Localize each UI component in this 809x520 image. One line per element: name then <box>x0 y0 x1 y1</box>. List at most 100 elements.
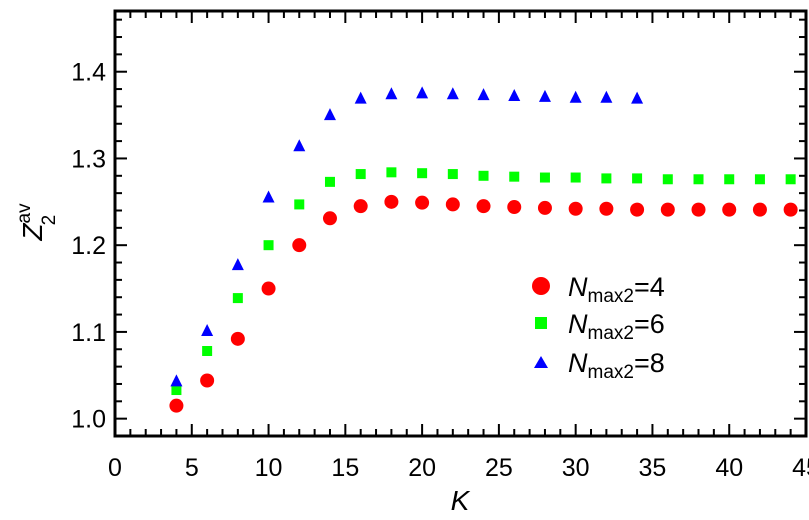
y-tick-label: 1.4 <box>71 59 106 87</box>
legend-label-n8-suffix: =8 <box>634 348 665 378</box>
x-tick-label: 35 <box>639 454 667 482</box>
data-point-triangle <box>570 91 582 103</box>
data-point-square <box>724 174 734 184</box>
data-point-square <box>694 174 704 184</box>
data-point-circle <box>599 202 613 216</box>
data-point-square <box>755 174 765 184</box>
x-tick-label: 0 <box>108 454 122 482</box>
data-point-triangle <box>447 87 459 99</box>
data-point-square <box>202 346 212 356</box>
data-point-triangle <box>416 86 428 98</box>
data-point-circle <box>630 203 644 217</box>
y-tick-label: 1.1 <box>71 319 106 347</box>
y-axis-title-sub: 2 <box>39 215 60 226</box>
data-point-circle <box>692 203 706 217</box>
data-point-circle <box>323 211 337 225</box>
data-point-triangle <box>201 324 213 336</box>
y-tick-labels: 1.0 1.1 1.2 1.3 1.4 <box>71 59 106 434</box>
data-point-triangle <box>385 87 397 99</box>
plot-frame <box>115 11 806 436</box>
x-tick-label: 5 <box>185 454 199 482</box>
data-point-square <box>479 171 489 181</box>
legend: Nmax2=4 Nmax2=6 Nmax2=8 <box>532 272 665 383</box>
data-point-circle <box>446 197 460 211</box>
legend-label-n8-main: N <box>568 348 588 378</box>
y-tick-label: 1.2 <box>71 232 106 260</box>
legend-label-n6-suffix: =6 <box>634 309 665 339</box>
x-tick-label: 40 <box>715 454 743 482</box>
legend-label-n4-sub: max2 <box>588 286 634 307</box>
y-tick-label: 1.0 <box>71 406 106 434</box>
data-point-circle <box>538 201 552 215</box>
data-point-square <box>786 174 796 184</box>
data-point-square <box>233 293 243 303</box>
y-axis-title-sup: av <box>14 203 35 224</box>
data-point-square <box>325 177 335 187</box>
data-point-circle <box>292 238 306 252</box>
axis-ticks <box>115 11 806 436</box>
data-point-square <box>540 173 550 183</box>
data-point-triangle <box>170 374 182 386</box>
data-point-triangle <box>293 139 305 151</box>
data-point-circle <box>784 203 798 217</box>
svg-text:Nmax2=6: Nmax2=6 <box>568 309 665 344</box>
data-point-square <box>386 167 396 177</box>
data-point-circle <box>231 332 245 346</box>
data-point-circle <box>507 200 521 214</box>
data-point-square <box>509 172 519 182</box>
legend-item-n6: Nmax2=6 <box>535 309 665 344</box>
data-point-circle <box>415 196 429 210</box>
x-tick-label: 30 <box>562 454 590 482</box>
data-point-triangle <box>508 89 520 101</box>
x-tick-label: 10 <box>255 454 283 482</box>
x-tick-label: 15 <box>331 454 359 482</box>
legend-marker-square <box>535 317 547 329</box>
data-marks <box>169 86 797 412</box>
data-point-square <box>294 199 304 209</box>
x-tick-label: 20 <box>408 454 436 482</box>
data-point-square <box>356 169 366 179</box>
data-point-circle <box>200 373 214 387</box>
data-point-square <box>171 385 181 395</box>
legend-label-n6-main: N <box>568 309 588 339</box>
data-point-circle <box>169 399 183 413</box>
legend-item-n4: Nmax2=4 <box>532 272 665 307</box>
data-point-square <box>663 174 673 184</box>
legend-label-n4-suffix: =4 <box>634 272 665 302</box>
data-point-square <box>417 168 427 178</box>
x-axis-title: K <box>451 485 471 516</box>
svg-text:Nmax2=4: Nmax2=4 <box>568 272 665 307</box>
data-point-square <box>571 173 581 183</box>
y-tick-label: 1.3 <box>71 145 106 173</box>
data-point-circle <box>384 195 398 209</box>
data-point-circle <box>722 203 736 217</box>
data-point-triangle <box>355 92 367 104</box>
legend-label-n8-sub: max2 <box>588 362 634 383</box>
legend-marker-circle <box>532 277 550 295</box>
x-tick-label: 45 <box>792 454 809 482</box>
data-point-square <box>264 240 274 250</box>
y-axis-title: Zav 2 <box>14 203 60 242</box>
data-point-triangle <box>600 91 612 103</box>
data-point-square <box>632 173 642 183</box>
legend-marker-triangle <box>534 356 548 368</box>
legend-item-n8: Nmax2=8 <box>534 348 665 383</box>
data-point-circle <box>477 199 491 213</box>
data-point-triangle <box>263 190 275 202</box>
data-point-triangle <box>631 92 643 104</box>
data-point-circle <box>262 282 276 296</box>
data-point-triangle <box>539 90 551 102</box>
legend-label-n6-sub: max2 <box>588 323 634 344</box>
data-point-circle <box>569 202 583 216</box>
x-tick-label: 25 <box>485 454 513 482</box>
x-tick-labels: 0 5 10 15 20 25 30 35 40 45 <box>108 454 809 482</box>
data-point-circle <box>753 203 767 217</box>
data-point-square <box>448 169 458 179</box>
data-point-triangle <box>478 88 490 100</box>
data-point-triangle <box>324 108 336 120</box>
data-point-square <box>601 173 611 183</box>
legend-label-n4-main: N <box>568 272 588 302</box>
svg-text:Nmax2=8: Nmax2=8 <box>568 348 665 383</box>
